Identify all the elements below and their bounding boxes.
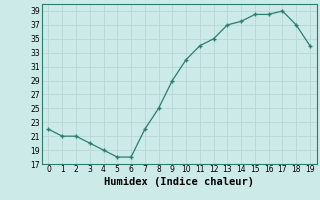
X-axis label: Humidex (Indice chaleur): Humidex (Indice chaleur) <box>104 177 254 187</box>
